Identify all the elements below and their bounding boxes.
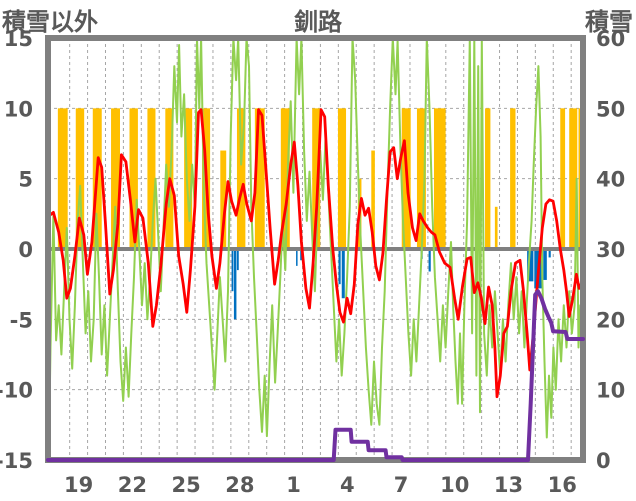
right-axis-tick-label: 60 bbox=[596, 27, 625, 51]
x-axis-tick-label: 13 bbox=[494, 473, 523, 497]
right-axis-tick-label: 20 bbox=[596, 308, 625, 332]
right-axis-tick-label: 40 bbox=[596, 168, 625, 192]
sunshine-bars-bar bbox=[433, 108, 446, 249]
right-axis-title: 積雪 bbox=[585, 8, 633, 36]
x-axis-tick-label: 28 bbox=[225, 473, 254, 497]
x-axis-tick-label: 25 bbox=[171, 473, 200, 497]
x-axis-tick-label: 1 bbox=[286, 473, 301, 497]
precipitation-bars-bar bbox=[296, 249, 298, 266]
sunshine-bars-bar bbox=[510, 108, 516, 249]
left-axis-tick-label: 15 bbox=[4, 27, 33, 51]
sunshine-bars-bar bbox=[494, 206, 498, 249]
right-axis-tick-label: 30 bbox=[596, 238, 625, 262]
x-axis-tick-label: 10 bbox=[440, 473, 469, 497]
sunshine-bars-bar bbox=[75, 108, 85, 249]
precipitation-bars-bar bbox=[300, 249, 302, 261]
sunshine-bars-bar bbox=[280, 108, 290, 249]
left-axis-tick-label: -5 bbox=[10, 308, 33, 332]
sunshine-bars-bar bbox=[129, 108, 138, 249]
precipitation-bars-bar bbox=[231, 249, 234, 292]
sunshine-bars-bar bbox=[560, 108, 566, 249]
x-axis-tick-label: 22 bbox=[118, 473, 147, 497]
left-axis-tick-label: -15 bbox=[0, 449, 33, 473]
snow-depth-line-series bbox=[46, 289, 585, 462]
sunshine-bars-bar bbox=[312, 108, 321, 249]
x-axis-tick-label: 7 bbox=[394, 473, 409, 497]
sunshine-bars-bar bbox=[147, 108, 156, 249]
sunshine-bars-bar bbox=[371, 150, 375, 249]
precipitation-bars-bar bbox=[527, 249, 534, 282]
precipitation-bars-bar bbox=[236, 249, 239, 271]
x-axis-tick-label: 19 bbox=[64, 473, 93, 497]
precipitation-bars-bar bbox=[233, 249, 237, 320]
left-axis-title: 積雪以外 bbox=[2, 8, 98, 36]
red-line-series bbox=[46, 108, 585, 399]
sunshine-bars-bar bbox=[57, 108, 68, 249]
sunshine-bars-bar bbox=[485, 108, 491, 249]
sunshine-bars-bar bbox=[184, 108, 193, 249]
sunshine-bars-bar bbox=[236, 108, 246, 249]
sunshine-bars-bar bbox=[416, 108, 426, 249]
precipitation-bars-bar bbox=[338, 249, 341, 285]
right-axis-tick-label: 50 bbox=[596, 97, 625, 121]
left-axis-tick-label: 0 bbox=[18, 238, 33, 262]
sunshine-bars-bar bbox=[111, 108, 121, 249]
precipitation-bars-bar bbox=[543, 249, 547, 280]
left-axis-tick-label: 10 bbox=[4, 97, 33, 121]
right-axis-tick-label: 0 bbox=[596, 449, 611, 473]
left-axis-tick-label: 5 bbox=[18, 168, 33, 192]
x-axis-tick-label: 16 bbox=[548, 473, 577, 497]
precipitation-bars-bar bbox=[341, 249, 345, 299]
sunshine-bars-bar bbox=[337, 108, 347, 249]
station-title: 釧路 bbox=[294, 8, 342, 36]
x-axis-tick-label: 4 bbox=[340, 473, 355, 497]
precipitation-bars-bar bbox=[428, 249, 431, 272]
sunshine-bars-bar bbox=[569, 108, 578, 249]
precipitation-bars-bar bbox=[548, 249, 551, 258]
right-axis-tick-label: 10 bbox=[596, 379, 625, 403]
sunshine-bars-bar bbox=[254, 108, 265, 249]
left-axis-tick-label: -10 bbox=[0, 379, 33, 403]
axis-tick-labels: 151050-5-10-1560504030201001922252814710… bbox=[0, 27, 625, 497]
sunshine-bars-bar bbox=[220, 150, 227, 249]
